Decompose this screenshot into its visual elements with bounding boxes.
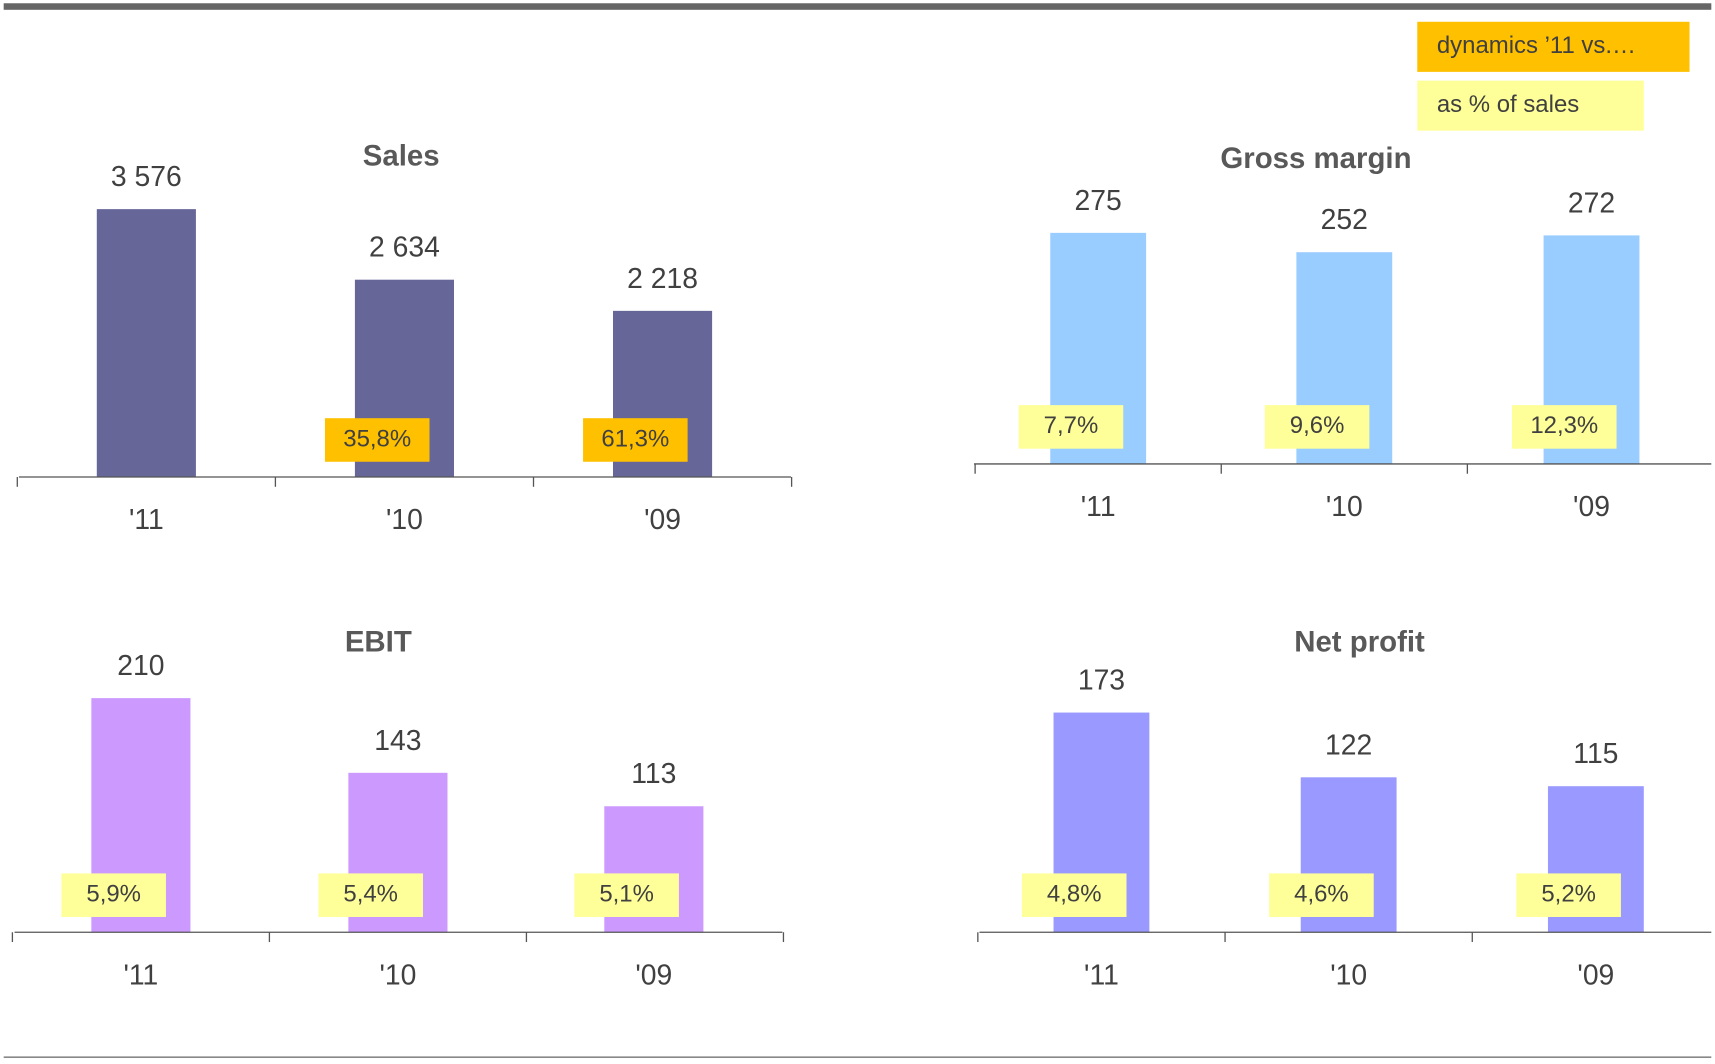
value-label: 143 (374, 724, 421, 756)
annotation-box (1269, 873, 1374, 917)
value-label: 173 (1078, 664, 1125, 696)
annotation: 35,8% (343, 425, 411, 452)
value-label: 3 576 (111, 160, 182, 192)
x-tick-label: '09 (635, 958, 672, 990)
annotation: 5,1% (599, 881, 654, 908)
bar (96, 209, 196, 478)
value-label: 2 634 (369, 231, 440, 263)
x-tick-label: '10 (386, 503, 423, 535)
legend-swatch (1417, 80, 1644, 131)
annotation-box (1021, 873, 1127, 917)
annotation-box (1264, 405, 1370, 449)
annotation: 9,6% (1290, 412, 1345, 439)
x-tick-label: '09 (1577, 958, 1614, 990)
x-tick-label: '10 (1330, 958, 1367, 990)
value-label: 272 (1568, 186, 1615, 218)
value-label: 2 218 (627, 262, 698, 294)
annotation: 4,6% (1294, 881, 1349, 908)
annotation-box (1018, 405, 1124, 449)
chart-title: Net profit (1294, 625, 1425, 658)
legend-label: dynamics ’11 vs.… (1437, 32, 1636, 59)
x-tick-label: '11 (124, 958, 159, 990)
annotation: 5,9% (86, 881, 141, 908)
annotation-box (1512, 405, 1617, 449)
value-label: 115 (1573, 737, 1618, 769)
value-label: 122 (1325, 728, 1372, 760)
x-tick-label: '10 (379, 958, 416, 990)
annotation-box (583, 418, 688, 462)
chart-title: Gross margin (1220, 142, 1411, 175)
chart-title: EBIT (345, 625, 412, 658)
bottom-rule (3, 1056, 1712, 1059)
x-tick-label: '11 (129, 503, 164, 535)
value-label: 252 (1321, 203, 1368, 235)
annotation-box (61, 873, 166, 917)
x-tick-label: '09 (644, 503, 681, 535)
chart-title: Sales (363, 140, 440, 173)
annotation-box (1516, 873, 1621, 917)
annotation-box (324, 418, 430, 462)
x-tick-label: '11 (1084, 958, 1119, 990)
annotation: 7,7% (1044, 412, 1099, 439)
annotation-box (318, 873, 423, 917)
legend-label: as % of sales (1437, 91, 1579, 118)
value-label: 275 (1075, 184, 1122, 216)
annotation: 12,3% (1530, 412, 1598, 439)
legend-swatch (1417, 21, 1690, 72)
value-label: 113 (631, 757, 676, 789)
annotation-box (574, 873, 679, 917)
value-label: 210 (117, 649, 164, 681)
x-tick-label: '10 (1326, 490, 1363, 522)
x-tick-label: '09 (1573, 490, 1610, 522)
top-rule (3, 3, 1712, 10)
annotation: 5,4% (343, 881, 398, 908)
annotation: 4,8% (1047, 881, 1102, 908)
annotation: 61,3% (601, 425, 669, 452)
x-tick-label: '11 (1081, 490, 1116, 522)
annotation: 5,2% (1541, 881, 1596, 908)
